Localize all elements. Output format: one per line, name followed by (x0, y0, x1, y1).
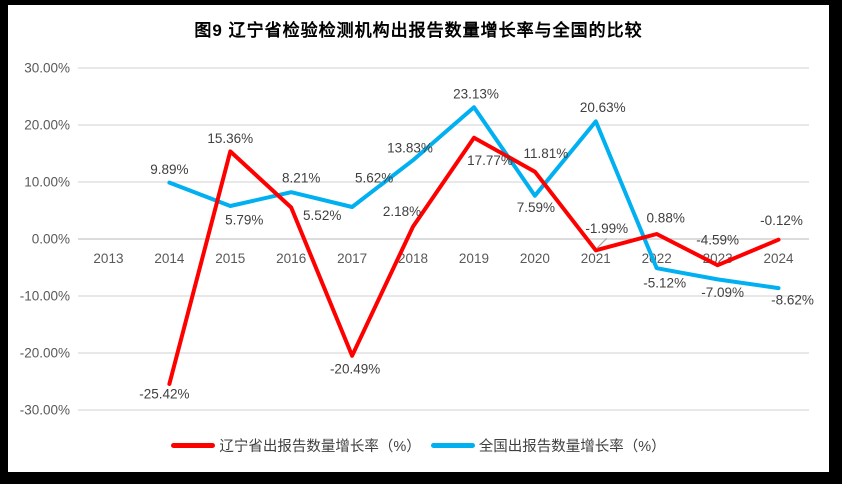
data-label: 20.63% (580, 100, 626, 115)
data-label: 5.52% (303, 208, 341, 223)
y-tick-label: -30.00% (20, 403, 70, 418)
data-label: -0.12% (760, 213, 803, 228)
data-label: -20.49% (330, 361, 380, 376)
data-label: -5.12% (643, 276, 686, 291)
data-label: 15.36% (207, 131, 253, 146)
y-tick-label: -10.00% (20, 289, 70, 304)
data-label: -8.62% (771, 293, 814, 308)
legend-label-national: 全国出报告数量增长率（%） (478, 439, 666, 455)
series-line-0 (167, 135, 781, 386)
y-tick-label: 10.00% (24, 175, 70, 190)
x-tick-label: 2014 (154, 251, 185, 266)
data-label: -7.09% (701, 285, 744, 300)
data-label: 5.79% (225, 213, 263, 228)
x-tick-label: 2021 (581, 251, 611, 266)
data-label: 2.18% (383, 204, 421, 219)
chart-title: 图9 辽宁省检验检测机构出报告数量增长率与全国的比较 (194, 21, 643, 40)
data-label: 0.88% (647, 211, 685, 226)
data-label: 8.21% (282, 171, 320, 186)
x-tick-label: 2015 (215, 251, 245, 266)
legend-item-liaoning: 辽宁省出报告数量增长率（%） (171, 435, 421, 456)
data-label: 17.77% (467, 153, 513, 168)
data-label: -25.42% (139, 386, 189, 401)
legend-line-red-icon (171, 443, 216, 448)
data-label: -4.59% (696, 233, 739, 248)
data-label: 7.59% (517, 200, 555, 215)
y-tick-label: 20.00% (24, 118, 70, 133)
data-label: -1.99% (585, 221, 628, 236)
series-line-1 (167, 105, 781, 291)
chart-legend: 辽宁省出报告数量增长率（%） 全国出报告数量增长率（%） (8, 435, 829, 456)
y-tick-label: 0.00% (32, 232, 70, 247)
x-tick-label: 2016 (276, 251, 306, 266)
x-tick-label: 2024 (764, 251, 795, 266)
label-leader-line (596, 237, 608, 249)
x-tick-label: 2013 (93, 251, 123, 266)
x-tick-label: 2017 (337, 251, 367, 266)
data-label: 23.13% (453, 87, 499, 102)
y-tick-label: -20.00% (20, 346, 70, 361)
data-label: 13.83% (387, 141, 433, 156)
y-tick-label: 30.00% (24, 61, 70, 76)
x-tick-label: 2019 (459, 251, 489, 266)
x-tick-label: 2018 (398, 251, 428, 266)
legend-item-national: 全国出报告数量增长率（%） (430, 435, 666, 456)
chart-area: 图9 辽宁省检验检测机构出报告数量增长率与全国的比较 30.00% 20.00% 1… (8, 5, 829, 472)
data-label: 9.89% (150, 162, 188, 177)
x-tick-label: 2020 (520, 251, 550, 266)
line-chart: 30.00% 20.00% 10.00% 0.00% -10.00% -20.00% -30… (20, 61, 814, 418)
legend-line-blue-icon (430, 443, 475, 448)
legend-label-liaoning: 辽宁省出报告数量增长率（%） (219, 439, 421, 455)
data-label: 5.62% (355, 171, 393, 186)
data-label: 11.81% (524, 146, 569, 161)
